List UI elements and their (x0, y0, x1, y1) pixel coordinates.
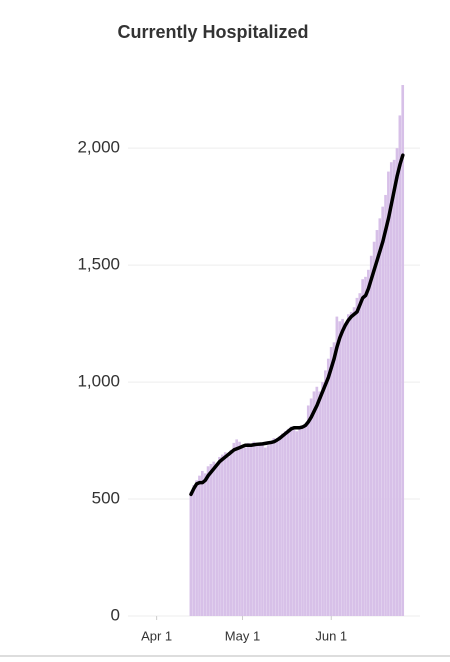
y-tick-label: 1,000 (77, 372, 120, 391)
bar (189, 492, 193, 616)
bar (226, 456, 230, 616)
bar (255, 442, 259, 616)
bar (243, 447, 247, 616)
y-tick-label: 0 (111, 605, 120, 624)
bar (198, 475, 201, 616)
bar (218, 456, 221, 616)
bar (352, 307, 356, 616)
bar (364, 276, 367, 616)
bar (395, 148, 399, 616)
bar (375, 230, 379, 617)
bar (298, 426, 301, 616)
bar (335, 316, 339, 616)
bar (269, 440, 273, 616)
bar (306, 405, 310, 616)
bar (229, 449, 233, 616)
bar (241, 445, 244, 616)
bar (318, 391, 322, 616)
bar (261, 442, 264, 616)
bar (378, 218, 382, 616)
bar (349, 311, 353, 616)
bar (338, 321, 342, 616)
bar (361, 279, 364, 616)
y-tick-label: 2,000 (77, 138, 120, 157)
bar (212, 461, 216, 616)
bar (246, 442, 250, 616)
bar (381, 206, 385, 617)
bar (329, 347, 333, 616)
bar (215, 463, 218, 616)
bar (201, 470, 204, 616)
bar (235, 439, 239, 616)
bar (324, 370, 327, 616)
bar (389, 162, 393, 617)
y-tick-label: 500 (92, 489, 120, 508)
bar (309, 398, 313, 616)
bar (258, 444, 261, 616)
bar (332, 342, 336, 616)
bar (281, 433, 284, 616)
bar (326, 358, 330, 616)
bar (315, 386, 319, 616)
bar (278, 435, 281, 616)
bar (195, 480, 198, 616)
bar (252, 441, 256, 616)
bar (266, 445, 270, 616)
bar (304, 424, 307, 616)
bar (295, 431, 299, 616)
y-tick-label: 1,500 (77, 255, 120, 274)
bar (401, 85, 405, 616)
bar (398, 115, 402, 616)
bar (367, 269, 370, 616)
bar (344, 323, 347, 616)
bar (203, 473, 207, 616)
bar (192, 485, 196, 616)
bar (263, 447, 267, 616)
bar (284, 431, 287, 616)
x-tick-label: Jun 1 (315, 628, 347, 643)
bar (369, 255, 373, 616)
bar (301, 428, 304, 616)
bar (223, 452, 227, 616)
bar (292, 428, 296, 616)
bar (289, 426, 293, 616)
bar (232, 442, 236, 616)
bar (209, 463, 213, 616)
bar (347, 314, 350, 616)
bar (286, 428, 290, 616)
bar (387, 171, 390, 616)
bar (341, 318, 344, 616)
bar (358, 293, 362, 616)
x-tick-label: Apr 1 (141, 628, 172, 643)
x-tick-label: May 1 (225, 628, 260, 643)
bar (221, 454, 224, 616)
line (189, 153, 405, 497)
bar (238, 441, 241, 616)
bar (249, 445, 253, 616)
bar (392, 159, 396, 616)
chart-title: Currently Hospitalized (117, 22, 308, 42)
bar (272, 438, 276, 616)
bar (321, 382, 324, 616)
bar (206, 466, 210, 616)
bar (384, 194, 387, 616)
bar (355, 297, 359, 616)
bar (312, 391, 316, 616)
bar (372, 241, 376, 616)
bar (275, 439, 279, 616)
